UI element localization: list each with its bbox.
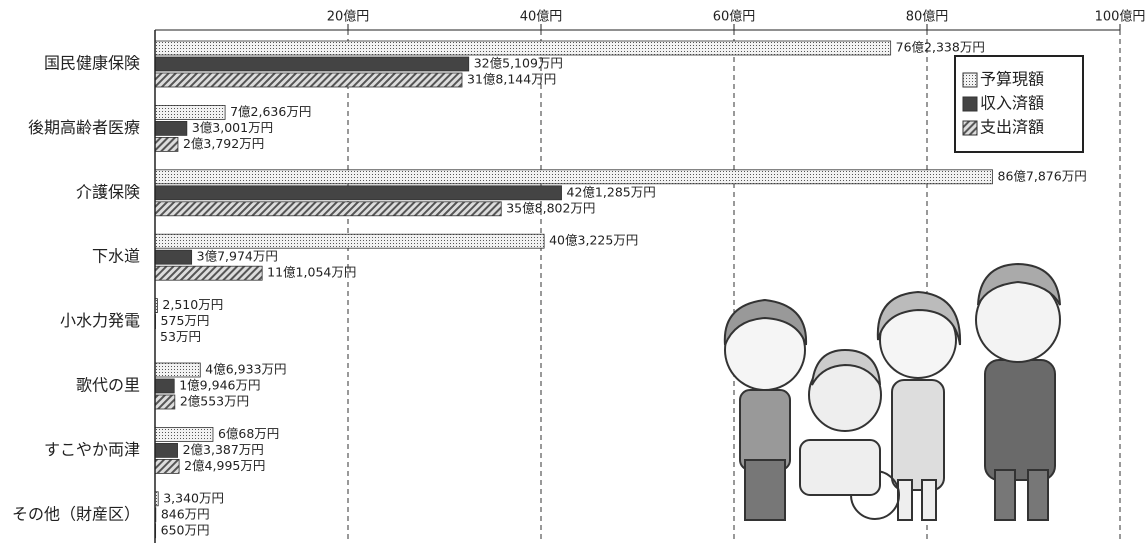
category-label: 歌代の里 [76, 376, 140, 395]
value-label: 2億553万円 [180, 394, 249, 409]
x-tick-label: 60億円 [713, 9, 756, 25]
value-label: 31億8,144万円 [467, 72, 556, 87]
legend-label: 予算現額 [980, 70, 1044, 89]
category-label: 下水道 [92, 247, 140, 266]
bar [154, 136, 179, 152]
value-label: 86億7,876万円 [998, 168, 1087, 183]
value-label: 40億3,225万円 [549, 233, 638, 248]
value-label: 3億3,001万円 [192, 120, 273, 135]
x-tick-label: 20億円 [327, 9, 370, 25]
value-label: 6億68万円 [218, 426, 279, 441]
value-label: 3,340万円 [163, 490, 224, 505]
value-label: 2億3,792万円 [183, 136, 264, 151]
bar [154, 249, 193, 265]
category-label: 小水力発電 [60, 311, 140, 330]
bar [154, 169, 993, 185]
value-label: 3億7,974万円 [197, 249, 278, 264]
value-label: 1億9,946万円 [179, 378, 260, 393]
x-tick-label: 80億円 [906, 9, 949, 25]
bar [154, 233, 545, 249]
value-label: 7億2,636万円 [230, 104, 311, 119]
category-label: 国民健康保険 [44, 54, 140, 73]
category-label: その他（財産区） [12, 504, 140, 523]
value-label: 42億1,285万円 [567, 184, 656, 199]
x-tick-label: 100億円 [1095, 9, 1146, 25]
legend-swatch [962, 120, 978, 136]
value-label: 76億2,338万円 [896, 40, 985, 55]
value-label: 53万円 [160, 329, 201, 344]
category-label: 後期高齢者医療 [28, 118, 140, 137]
illustration [723, 262, 1061, 521]
value-label: 846万円 [161, 506, 210, 521]
bar [154, 394, 176, 410]
value-label: 2,510万円 [162, 297, 223, 312]
legend-swatch [962, 72, 978, 88]
value-label: 2億4,995万円 [184, 458, 265, 473]
bar [154, 426, 214, 442]
bar [154, 201, 502, 217]
legend-swatch [962, 96, 978, 112]
bar [154, 121, 188, 136]
bar [154, 362, 201, 378]
value-label: 650万円 [161, 522, 210, 537]
bar [154, 40, 892, 56]
value-label: 35億8,802万円 [506, 200, 595, 215]
value-label: 2億3,387万円 [183, 442, 264, 457]
bar [154, 378, 175, 394]
bar [154, 185, 562, 201]
legend-box [954, 55, 1084, 153]
bar [154, 72, 463, 88]
value-label: 4億6,933万円 [205, 362, 286, 377]
bar [154, 265, 263, 281]
legend-label: 支出済額 [980, 118, 1044, 137]
category-label: すこやか両津 [44, 440, 140, 459]
bar [154, 442, 178, 458]
category-label: 介護保険 [76, 182, 140, 201]
bar [154, 458, 180, 474]
value-label: 32億5,109万円 [474, 56, 563, 71]
legend-label: 収入済額 [980, 94, 1044, 113]
value-label: 575万円 [161, 313, 210, 328]
x-tick-label: 40億円 [520, 9, 563, 25]
bar [154, 56, 470, 72]
bar [154, 105, 226, 120]
value-label: 11億1,054万円 [267, 265, 356, 280]
